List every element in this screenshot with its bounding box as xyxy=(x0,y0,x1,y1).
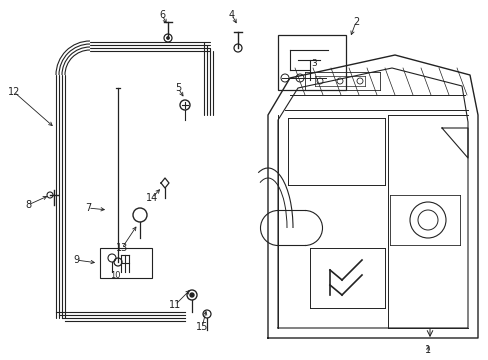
Circle shape xyxy=(166,36,169,40)
Text: 9: 9 xyxy=(73,255,79,265)
Text: 11: 11 xyxy=(168,300,181,310)
Text: 12: 12 xyxy=(8,87,20,97)
Text: 3: 3 xyxy=(310,59,316,68)
Text: 8: 8 xyxy=(25,200,31,210)
Bar xyxy=(278,35,346,90)
Text: 7: 7 xyxy=(85,203,91,213)
Text: 13: 13 xyxy=(116,243,128,253)
Text: 2: 2 xyxy=(352,17,358,27)
Circle shape xyxy=(190,293,194,297)
Text: 6: 6 xyxy=(159,10,165,20)
Text: 15: 15 xyxy=(195,322,208,332)
Text: 14: 14 xyxy=(145,193,158,203)
Text: 1: 1 xyxy=(424,345,430,355)
Text: 4: 4 xyxy=(228,10,235,20)
Text: 10: 10 xyxy=(109,271,120,280)
Text: 5: 5 xyxy=(175,83,181,93)
Bar xyxy=(100,248,152,278)
